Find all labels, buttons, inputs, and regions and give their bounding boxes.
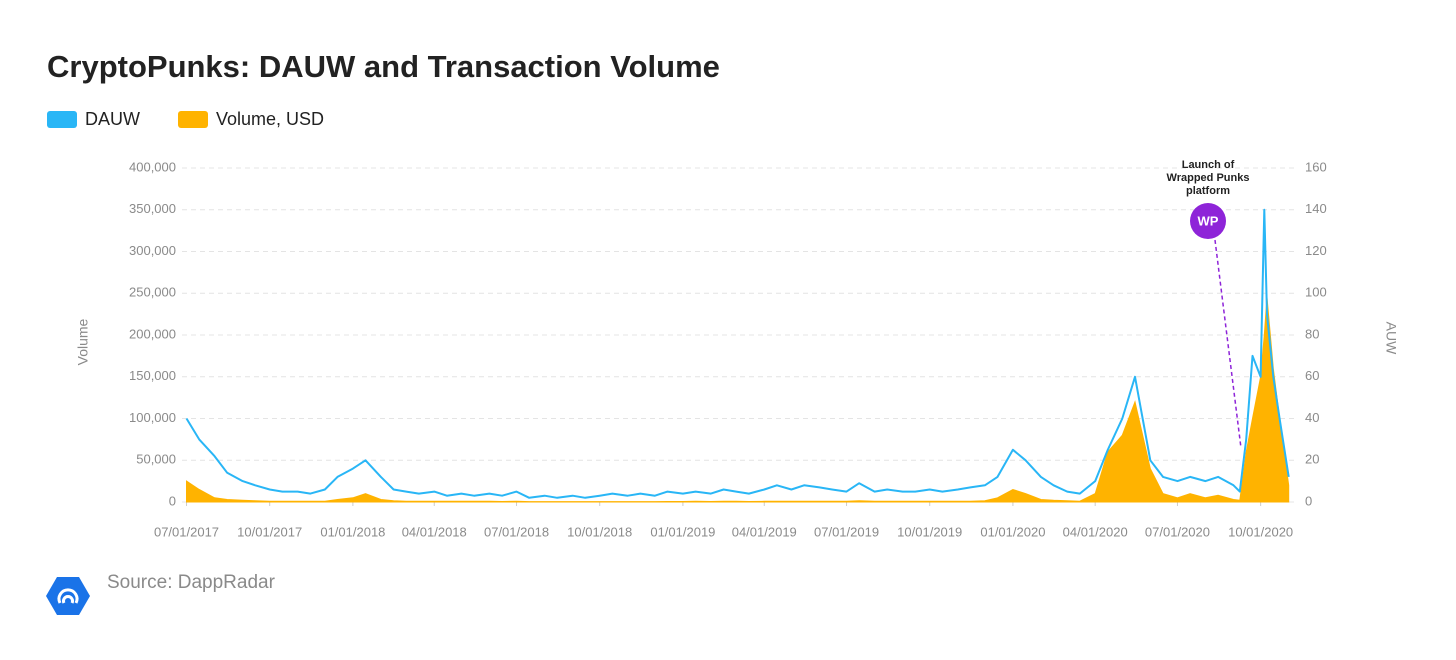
annotation-text: platform	[1186, 185, 1230, 197]
y-axis-title: Volume	[75, 318, 91, 365]
y2-tick-label: 40	[1305, 410, 1319, 425]
x-tick-label: 01/01/2020	[980, 524, 1045, 539]
x-tick-label: 04/01/2019	[732, 524, 797, 539]
y-tick-label: 0	[169, 493, 176, 508]
series-area	[186, 297, 1290, 503]
y2-tick-label: 0	[1305, 493, 1312, 508]
y2-axis-title: AUW	[1383, 322, 1399, 355]
y2-tick-label: 60	[1305, 368, 1319, 383]
y-tick-label: 350,000	[129, 201, 176, 216]
annotation-badge-text: WP	[1198, 213, 1219, 228]
y-tick-label: 250,000	[129, 285, 176, 300]
y-tick-label: 300,000	[129, 243, 176, 258]
x-tick-label: 07/01/2019	[814, 524, 879, 539]
annotation: Launch of Wrapped Punks platform WP	[1167, 159, 1250, 449]
x-tick-label: 10/01/2020	[1228, 524, 1293, 539]
x-tick-label: 04/01/2018	[402, 524, 467, 539]
logo-arc	[57, 588, 79, 604]
legend-swatch	[178, 111, 208, 128]
legend-label: DAUW	[85, 109, 140, 129]
legend-swatch	[47, 111, 77, 128]
x-tick-label: 01/01/2019	[650, 524, 715, 539]
annotation-badge	[1190, 203, 1226, 239]
y2-tick-label: 100	[1305, 285, 1327, 300]
chart-title: CryptoPunks: DAUW and Transaction Volume	[47, 49, 720, 84]
y2-tick-label: 140	[1305, 201, 1327, 216]
y2-tick-label: 120	[1305, 243, 1327, 258]
y-tick-label: 200,000	[129, 326, 176, 341]
legend: DAUW Volume, USD	[47, 109, 324, 129]
legend-label: Volume, USD	[216, 109, 324, 129]
annotation-text: Wrapped Punks	[1167, 172, 1250, 184]
x-tick-label: 10/01/2019	[897, 524, 962, 539]
y-tick-label: 400,000	[129, 159, 176, 174]
x-tick-label: 07/01/2020	[1145, 524, 1210, 539]
y-tick-label: 50,000	[136, 452, 176, 467]
x-tick-label: 07/01/2017	[154, 524, 219, 539]
source: Source: DappRadar	[107, 572, 276, 593]
logo-arc	[62, 595, 74, 604]
x-tick-label: 07/01/2018	[484, 524, 549, 539]
y2-tick-label: 80	[1305, 326, 1319, 341]
y2-tick-label: 20	[1305, 452, 1319, 467]
series-line	[185, 208, 1290, 499]
x-tick-label: 10/01/2018	[567, 524, 632, 539]
y-tick-label: 150,000	[129, 368, 176, 383]
y-tick-label: 100,000	[129, 410, 176, 425]
y2-tick-label: 160	[1305, 159, 1327, 174]
annotation-pointer	[1214, 239, 1242, 449]
annotation-text: Launch of	[1182, 159, 1235, 171]
x-tick-label: 01/01/2018	[320, 524, 385, 539]
x-tick-label: 10/01/2017	[237, 524, 302, 539]
source-logo	[46, 577, 90, 615]
x-tick-label: 04/01/2020	[1063, 524, 1128, 539]
